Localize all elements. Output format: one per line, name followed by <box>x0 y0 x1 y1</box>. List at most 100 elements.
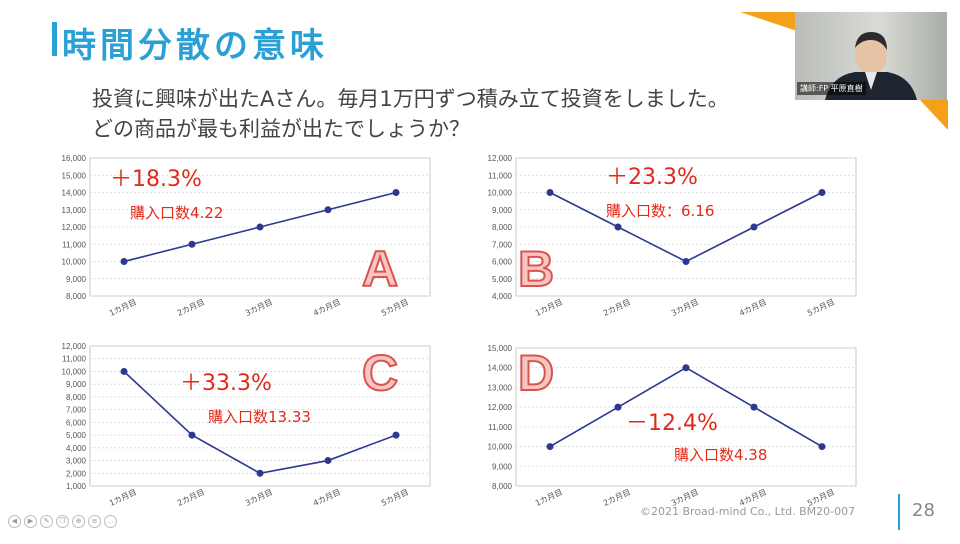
data-point <box>120 367 128 375</box>
zoom-icon[interactable]: ⊕ <box>72 515 85 528</box>
y-tick-label: 9,000 <box>492 206 513 215</box>
y-tick-label: 4,000 <box>492 292 513 301</box>
y-tick-label: 11,000 <box>62 355 86 364</box>
data-point <box>392 189 400 196</box>
question-line-2: どの商品が最も利益が出たでしょうか？ <box>92 117 470 141</box>
x-tick-label: 3カ月目 <box>670 298 700 318</box>
data-point <box>324 457 332 465</box>
more-icon[interactable]: … <box>104 515 117 528</box>
player-toolbar: ◀ ▶ ✎ ❐ ⊕ ≡ … <box>8 515 117 528</box>
y-tick-label: 12,000 <box>62 342 87 351</box>
y-tick-label: 8,000 <box>66 292 87 301</box>
y-tick-label: 9,000 <box>66 380 87 389</box>
y-tick-label: 12,000 <box>488 154 513 163</box>
y-tick-label: 11,000 <box>488 423 512 432</box>
y-tick-label: 14,000 <box>488 364 513 373</box>
y-tick-label: 7,000 <box>66 406 87 415</box>
question-line-1: 投資に興味が出たAさん。毎月1万円ずつ積み立て投資をしました。 <box>92 87 729 111</box>
x-tick-label: 2カ月目 <box>176 488 206 508</box>
x-tick-label: 5カ月目 <box>806 298 836 318</box>
x-tick-label: 4カ月目 <box>312 488 342 508</box>
data-point <box>188 240 196 248</box>
copyright-footer: ©2021 Broad-mind Co., Ltd. BM20-007 <box>640 505 856 518</box>
video-caption: 講師:FP 平原直樹 <box>797 82 866 95</box>
chart-a: 8,000 9,000 10,000 11,000 12,000 13,000 14,000… <box>50 150 440 344</box>
x-tick-label: 4カ月目 <box>738 298 768 318</box>
chart-svg: 8,000 9,000 10,000 11,000 12,000 13,000 14,000… <box>488 344 857 508</box>
y-tick-label: 10,000 <box>488 189 513 198</box>
next-icon[interactable]: ▶ <box>24 515 37 528</box>
y-tick-label: 16,000 <box>62 154 87 163</box>
prev-icon[interactable]: ◀ <box>8 515 21 528</box>
x-tick-label: 3カ月目 <box>244 298 274 318</box>
pen-icon[interactable]: ✎ <box>40 515 53 528</box>
units-label: 購入口数13.33 <box>208 408 311 426</box>
page-number: 28 <box>912 500 935 521</box>
data-point <box>324 206 332 214</box>
units-label: 購入口数：6.16 <box>606 202 714 220</box>
y-tick-label: 7,000 <box>492 240 513 249</box>
data-point <box>750 223 758 231</box>
x-tick-label: 1カ月目 <box>108 298 138 318</box>
x-tick-label: 1カ月目 <box>108 488 138 508</box>
chart-letter: D <box>518 345 554 401</box>
data-point <box>392 431 400 439</box>
y-tick-label: 11,000 <box>62 240 86 249</box>
y-tick-label: 15,000 <box>62 171 87 180</box>
y-tick-label: 13,000 <box>488 383 513 392</box>
chart-svg: 4,000 5,000 6,000 7,000 8,000 9,000 10,000 11,0… <box>488 154 857 318</box>
x-tick-label: 1カ月目 <box>534 298 564 318</box>
data-point <box>256 223 264 231</box>
y-tick-label: 6,000 <box>66 418 87 427</box>
x-tick-label: 4カ月目 <box>312 298 342 318</box>
y-tick-label: 8,000 <box>66 393 87 402</box>
y-tick-label: 10,000 <box>62 258 87 267</box>
y-tick-label: 9,000 <box>492 462 513 471</box>
return-label: ＋18.3% <box>110 167 202 192</box>
y-tick-label: 1,000 <box>66 482 87 491</box>
data-point <box>750 403 758 411</box>
y-tick-label: 5,000 <box>492 275 513 284</box>
chart-letter: C <box>362 345 398 401</box>
data-point <box>120 258 128 265</box>
plot-area <box>89 345 431 487</box>
chart-svg: 8,000 9,000 10,000 11,000 12,000 13,000 14,000… <box>62 154 431 318</box>
y-tick-label: 15,000 <box>488 344 513 353</box>
y-tick-label: 9,000 <box>66 275 87 284</box>
chart-letter: B <box>518 241 554 297</box>
y-tick-label: 12,000 <box>488 403 513 412</box>
data-point <box>546 189 554 196</box>
y-tick-label: 6,000 <box>492 258 513 267</box>
return-label: ＋33.3% <box>180 371 272 396</box>
units-label: 購入口数4.22 <box>130 204 223 222</box>
data-point <box>188 431 196 439</box>
x-tick-label: 5カ月目 <box>380 298 410 318</box>
chart-letter: A <box>362 241 398 297</box>
data-point <box>818 443 826 451</box>
x-tick-label: 1カ月目 <box>534 488 564 508</box>
x-tick-label: 3カ月目 <box>244 488 274 508</box>
y-tick-label: 13,000 <box>62 206 87 215</box>
y-tick-label: 8,000 <box>492 482 513 491</box>
slide-title: 時間分散の意味 <box>62 26 328 66</box>
y-tick-label: 5,000 <box>66 431 87 440</box>
x-tick-label: 5カ月目 <box>380 488 410 508</box>
menu-icon[interactable]: ≡ <box>88 515 101 528</box>
chart-svg: 1,000 2,000 3,000 4,000 5,000 6,000 7,000 8,000… <box>62 342 431 508</box>
y-tick-label: 8,000 <box>492 223 513 232</box>
title-accent-bar <box>52 22 57 56</box>
y-tick-label: 10,000 <box>488 443 513 452</box>
y-tick-label: 14,000 <box>62 189 87 198</box>
units-label: 購入口数4.38 <box>674 446 767 464</box>
x-tick-label: 2カ月目 <box>602 298 632 318</box>
data-point <box>818 189 826 196</box>
y-tick-label: 3,000 <box>66 457 87 466</box>
return-label: －12.4% <box>626 411 718 436</box>
chart-c: 1,000 2,000 3,000 4,000 5,000 6,000 7,000 8,000… <box>50 340 440 534</box>
y-tick-label: 11,000 <box>488 171 512 180</box>
question-text: 投資に興味が出たAさん。毎月1万円ずつ積み立て投資をしました。 どの商品が最も利… <box>92 84 729 144</box>
chart-d: 8,000 9,000 10,000 11,000 12,000 13,000 14,000… <box>476 340 866 534</box>
data-point <box>546 443 554 451</box>
chart-b: 4,000 5,000 6,000 7,000 8,000 9,000 10,000 11,0… <box>476 150 866 344</box>
copy-icon[interactable]: ❐ <box>56 515 69 528</box>
